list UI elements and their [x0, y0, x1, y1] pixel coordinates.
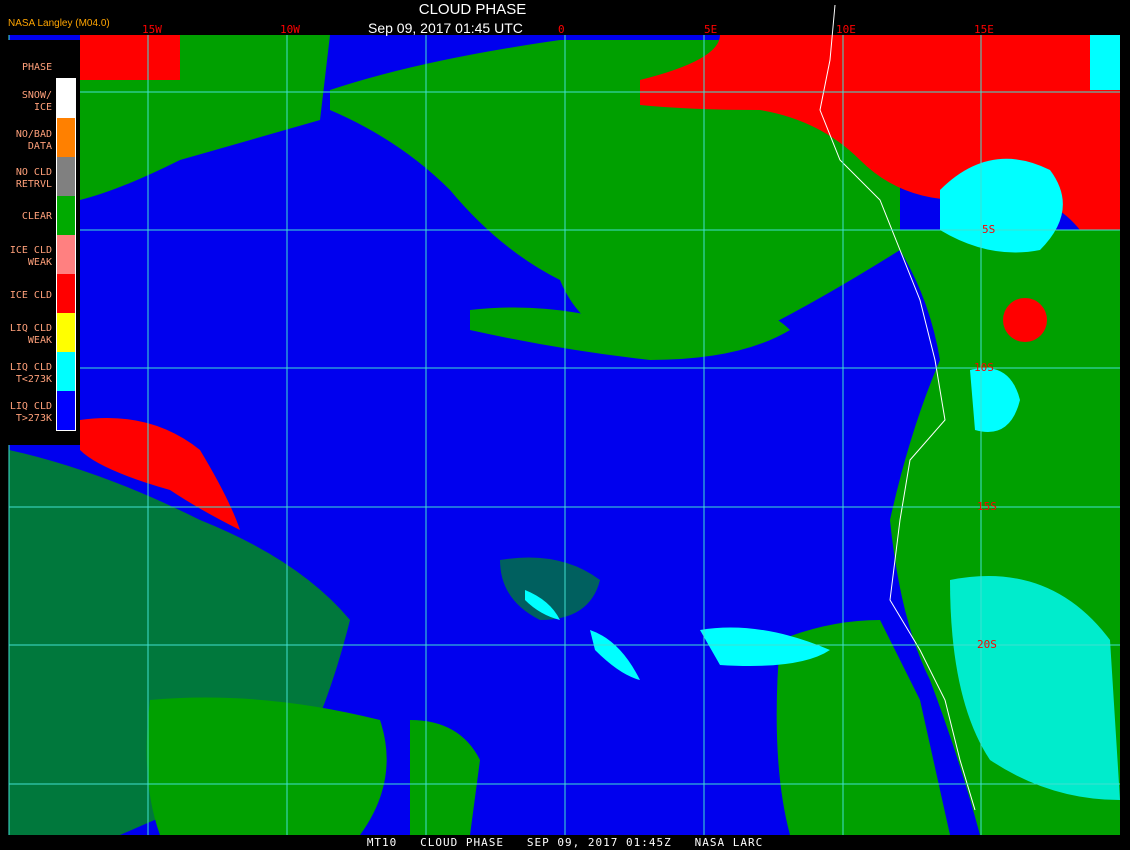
- swatch-ice-cld: [57, 274, 75, 313]
- map-title: CLOUD PHASE: [418, 1, 527, 18]
- swatch-snow-ice: [57, 79, 75, 118]
- swatch-ice-cld-weak: [57, 235, 75, 274]
- lon-label: 15W: [142, 23, 162, 36]
- lon-label: 10W: [280, 23, 300, 36]
- legend-title: PHASE: [22, 62, 53, 73]
- legend-label: LIQ CLD WEAK: [9, 323, 52, 346]
- lat-label: 15S: [977, 500, 997, 513]
- swatch-no-cld-retrvl: [57, 157, 75, 196]
- map-datetime: Sep 09, 2017 01:45 UTC: [368, 20, 523, 36]
- legend-label: SNOW/ ICE: [21, 90, 52, 113]
- coastline: [819, 4, 976, 811]
- legend-label: ICE CLD: [9, 290, 52, 301]
- footer-caption: MT10 CLOUD PHASE SEP 09, 2017 01:45Z NAS…: [366, 836, 764, 849]
- swatch-no-bad-data: [57, 118, 75, 157]
- legend-label: LIQ CLD T<273K: [9, 362, 52, 385]
- lat-label: 20S: [977, 638, 997, 651]
- lat-label: 5S: [982, 223, 996, 236]
- lon-label: 10E: [836, 23, 856, 36]
- lon-label: 5E: [704, 23, 718, 36]
- lat-label: 10S: [974, 361, 994, 374]
- legend-label: CLEAR: [21, 211, 52, 222]
- legend-label: ICE CLD WEAK: [9, 245, 52, 268]
- swatch-liq-cld-weak: [57, 313, 75, 352]
- swatch-liq-cld-cold: [57, 352, 75, 391]
- product-version: NASA Langley (M04.0): [8, 18, 110, 29]
- phase-legend: PHASE SNOW/ ICE NO/BAD DATA NO CLD RETRV…: [0, 40, 80, 445]
- legend-label: NO CLD RETRVL: [15, 167, 52, 190]
- legend-label: NO/BAD DATA: [15, 129, 52, 152]
- lon-label: 0: [558, 23, 565, 36]
- lat-lon-grid: [8, 35, 1120, 835]
- liquid-cold-cloud-regions: [525, 35, 1120, 800]
- swatch-liq-cld-warm: [57, 391, 75, 430]
- swatch-clear: [57, 196, 75, 235]
- lon-label: 15E: [974, 23, 994, 36]
- legend-label: LIQ CLD T>273K: [9, 401, 52, 424]
- legend-color-bar: [56, 78, 76, 431]
